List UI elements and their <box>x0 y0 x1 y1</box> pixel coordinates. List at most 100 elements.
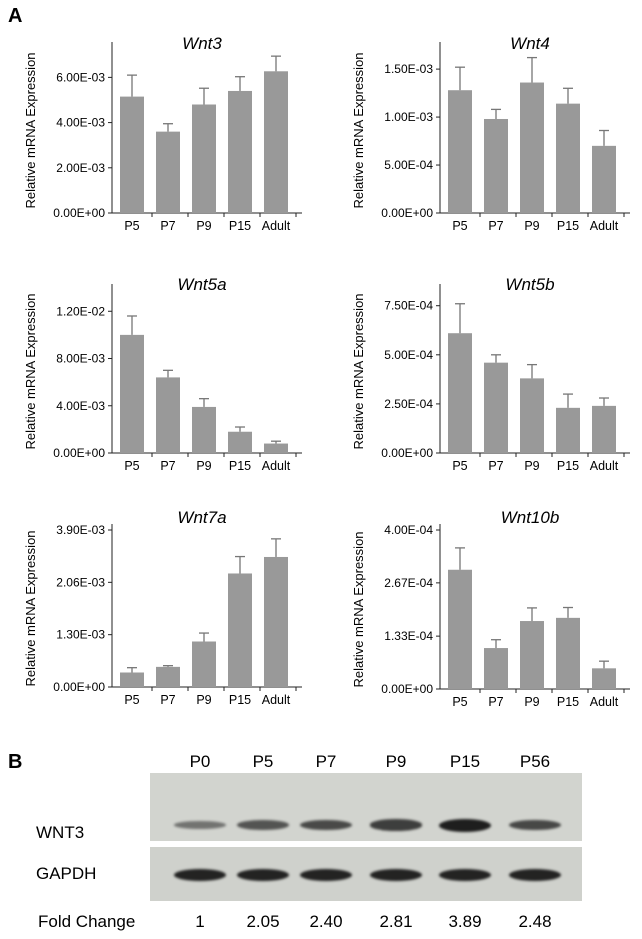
y-tick-label: 8.00E-03 <box>56 352 105 366</box>
x-tick-label: Adult <box>262 459 291 473</box>
y-tick-label: 2.50E-04 <box>384 397 433 411</box>
x-tick-label: P5 <box>452 219 467 233</box>
y-tick-label: 6.00E-03 <box>56 70 105 84</box>
bar-p15 <box>228 431 252 453</box>
bar-adult <box>592 145 616 213</box>
x-tick-label: P7 <box>488 459 503 473</box>
chart-title: Wnt4 <box>510 34 550 53</box>
y-tick-label: 2.67E-04 <box>384 576 433 590</box>
bar-p5 <box>120 96 144 213</box>
band-wnt3 <box>300 819 352 831</box>
x-tick-label: Adult <box>590 219 619 233</box>
x-tick-label: P9 <box>196 693 211 707</box>
lane-label-p0: P0 <box>189 752 211 771</box>
x-tick-label: P15 <box>229 693 251 707</box>
lane-label-p9: P9 <box>385 752 407 771</box>
x-tick-label: Adult <box>590 695 619 709</box>
band-wnt3 <box>509 819 561 831</box>
bar-p5 <box>448 569 472 689</box>
x-tick-label: P5 <box>124 459 139 473</box>
fold-value: 2.40 <box>309 912 343 931</box>
blot-strip-gapdh <box>150 847 582 901</box>
bar-adult <box>592 668 616 689</box>
x-tick-label: P15 <box>557 459 579 473</box>
chart-title: Wnt7a <box>177 508 226 527</box>
x-tick-label: P9 <box>524 695 539 709</box>
y-tick-label: 0.00E+00 <box>381 446 433 460</box>
fold-value: 2.48 <box>518 912 552 931</box>
y-tick-label: 4.00E-04 <box>384 523 433 537</box>
fold-change-label: Fold Change <box>38 912 136 931</box>
bar-p15 <box>556 407 580 453</box>
lane-label-p7: P7 <box>315 752 337 771</box>
bar-adult <box>264 71 288 213</box>
y-axis-label: Relative mRNA Expression <box>351 293 366 449</box>
band-gapdh <box>509 869 561 881</box>
y-tick-label: 0.00E+00 <box>53 680 105 694</box>
band-wnt3 <box>370 819 422 831</box>
y-tick-label: 0.00E+00 <box>381 206 433 220</box>
bar-p15 <box>556 617 580 689</box>
lane-label-p5: P5 <box>252 752 274 771</box>
lane-label-p56: P56 <box>519 752 551 771</box>
chart-wnt10b: Wnt10b Relative mRNA Expression 0.00E+00 1.… <box>351 508 630 709</box>
chart-wnt3: Wnt3 Relative mRNA Expression 0.00E+00 2.00… <box>23 34 302 233</box>
band-gapdh <box>237 869 289 881</box>
x-tick-label: P5 <box>124 693 139 707</box>
bar-p7 <box>484 362 508 453</box>
x-tick-label: P15 <box>229 219 251 233</box>
panel-label-a: A <box>8 5 22 27</box>
band-gapdh <box>439 869 491 881</box>
x-tick-label: P7 <box>160 693 175 707</box>
bar-adult <box>264 556 288 687</box>
bar-p7 <box>156 131 180 213</box>
x-tick-label: P15 <box>557 219 579 233</box>
y-axis-label: Relative mRNA Expression <box>351 531 366 687</box>
y-axis-label: Relative mRNA Expression <box>351 52 366 208</box>
bar-p9 <box>520 82 544 213</box>
y-axis-label: Relative mRNA Expression <box>23 293 38 449</box>
x-tick-label: Adult <box>590 459 619 473</box>
band-wnt3 <box>439 818 491 832</box>
fold-value: 1 <box>195 912 205 931</box>
x-tick-label: P9 <box>196 219 211 233</box>
bar-p15 <box>228 573 252 687</box>
y-tick-label: 5.00E-04 <box>384 158 433 172</box>
band-gapdh <box>370 869 422 881</box>
blot-row-label-gapdh: GAPDH <box>36 864 97 883</box>
x-tick-label: P7 <box>488 695 503 709</box>
x-tick-label: P5 <box>452 695 467 709</box>
band-gapdh <box>300 869 352 881</box>
bar-p7 <box>156 377 180 453</box>
bar-p7 <box>484 118 508 213</box>
bar-p5 <box>448 333 472 453</box>
x-tick-label: P9 <box>196 459 211 473</box>
y-tick-label: 0.00E+00 <box>53 206 105 220</box>
chart-wnt5a: Wnt5a Relative mRNA Expression 0.00E+00 4.0… <box>23 275 302 473</box>
chart-title: Wnt5b <box>505 275 554 294</box>
y-tick-label: 3.90E-03 <box>56 523 105 537</box>
chart-wnt7a: Wnt7a Relative mRNA Expression 0.00E+00 1.3… <box>23 508 302 707</box>
y-tick-label: 1.20E-02 <box>56 304 105 318</box>
x-tick-label: P15 <box>557 695 579 709</box>
chart-title: Wnt5a <box>177 275 226 294</box>
fold-value: 2.05 <box>246 912 280 931</box>
x-tick-label: Adult <box>262 693 291 707</box>
x-tick-label: P7 <box>488 219 503 233</box>
y-tick-label: 0.00E+00 <box>381 682 433 696</box>
lane-label-p15: P15 <box>449 752 481 771</box>
y-tick-label: 5.00E-04 <box>384 348 433 362</box>
y-tick-label: 1.30E-03 <box>56 628 105 642</box>
chart-title: Wnt10b <box>501 508 560 527</box>
fold-value: 2.81 <box>379 912 413 931</box>
band-wnt3 <box>237 820 289 830</box>
y-axis-label: Relative mRNA Expression <box>23 530 38 686</box>
bar-p9 <box>192 406 216 453</box>
y-tick-label: 4.00E-03 <box>56 116 105 130</box>
fold-value: 3.89 <box>448 912 482 931</box>
bar-adult <box>264 443 288 453</box>
panel-label-b: B <box>8 751 22 773</box>
chart-wnt4: Wnt4 Relative mRNA Expression 0.00E+00 5.00… <box>351 34 630 233</box>
chart-wnt5b: Wnt5b Relative mRNA Expression 0.00E+00 2.5… <box>351 275 630 473</box>
